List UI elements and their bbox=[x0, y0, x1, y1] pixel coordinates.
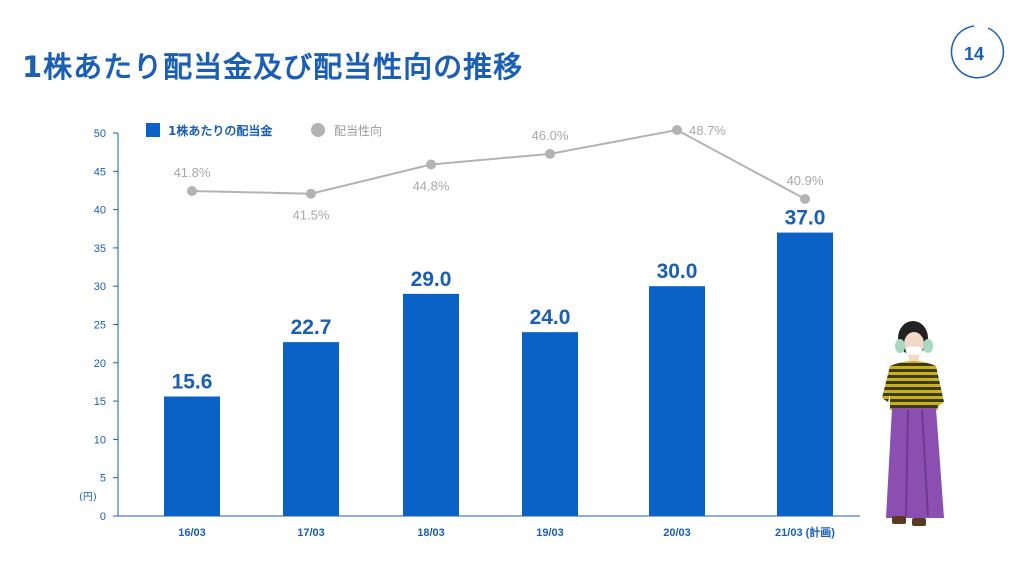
bar-value-label: 30.0 bbox=[657, 260, 698, 283]
bar bbox=[403, 293, 459, 516]
y-tick-label: 0 bbox=[100, 511, 106, 523]
legend-line-label: 配当性向 bbox=[334, 123, 382, 138]
bar-value-label: 37.0 bbox=[785, 207, 826, 230]
legend-line-marker bbox=[311, 123, 325, 137]
bar-value-label: 15.6 bbox=[172, 371, 213, 394]
page-title: 1株あたり配当金及び配当性向の推移 bbox=[22, 50, 524, 84]
x-tick-label: 19/03 bbox=[536, 527, 564, 539]
line-value-label: 41.5% bbox=[293, 208, 330, 223]
line-value-label: 48.7% bbox=[689, 123, 726, 138]
bar-series: 15.6 22.7 29.0 24.0 30.0 37.0 bbox=[164, 207, 833, 516]
line-point bbox=[800, 194, 810, 204]
line-point bbox=[672, 125, 682, 135]
bar-value-label: 24.0 bbox=[530, 306, 571, 329]
bar bbox=[283, 342, 339, 516]
line-point bbox=[306, 188, 316, 199]
legend-bar-swatch bbox=[146, 123, 160, 137]
chart-legend: 1株あたりの配当金 配当性向 bbox=[146, 123, 382, 138]
line-series: 41.8% 41.5% 44.8% 46.0% 48.7% 40.9% bbox=[174, 123, 824, 223]
bar bbox=[777, 232, 833, 516]
woman-illustration bbox=[882, 321, 944, 526]
bar-value-label: 29.0 bbox=[411, 268, 452, 291]
line-value-label: 40.9% bbox=[787, 173, 824, 188]
y-tick-label: 25 bbox=[94, 320, 106, 332]
y-tick-label: 5 bbox=[100, 473, 106, 485]
x-tick-label: 16/03 bbox=[178, 527, 206, 539]
line-value-label: 44.8% bbox=[413, 179, 450, 194]
bar bbox=[522, 332, 578, 516]
x-tick-label: 18/03 bbox=[417, 527, 445, 539]
x-tick-label: 20/03 bbox=[663, 527, 691, 539]
bar bbox=[649, 286, 705, 516]
y-tick-label: 10 bbox=[94, 434, 106, 446]
line-point bbox=[545, 148, 555, 159]
x-tick-label: 21/03 (計画) bbox=[775, 525, 835, 539]
page-badge-ring-icon bbox=[950, 25, 1005, 79]
line-point bbox=[187, 186, 197, 197]
line-value-label: 41.8% bbox=[174, 165, 211, 180]
line-point bbox=[426, 159, 436, 170]
y-tick-label: 40 bbox=[94, 205, 106, 217]
bar bbox=[164, 396, 220, 516]
bar-value-label: 22.7 bbox=[291, 316, 332, 339]
y-tick-label: 45 bbox=[94, 166, 106, 178]
y-axis-unit: (円) bbox=[79, 492, 97, 503]
y-tick-label: 15 bbox=[94, 396, 106, 408]
page-number-badge: 14 bbox=[944, 22, 1008, 86]
y-tick-label: 30 bbox=[94, 281, 106, 293]
y-tick-label: 50 bbox=[94, 128, 106, 140]
x-tick-label: 17/03 bbox=[297, 527, 325, 539]
y-tick-label: 35 bbox=[94, 243, 106, 255]
page-number: 14 bbox=[963, 44, 985, 64]
payout-ratio-line bbox=[191, 128, 806, 200]
chart-axes: 0 5 10 15 20 25 30 35 40 45 50 16/03 17/03 18/03 19/03… bbox=[94, 128, 860, 539]
line-value-label: 46.0% bbox=[532, 128, 569, 143]
y-tick-label: 20 bbox=[94, 358, 106, 370]
legend-bar-label: 1株あたりの配当金 bbox=[168, 123, 273, 138]
